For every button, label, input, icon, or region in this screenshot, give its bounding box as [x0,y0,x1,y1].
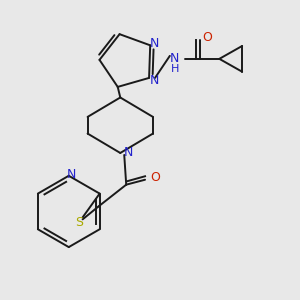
Text: N: N [124,146,133,160]
Text: N: N [149,37,159,50]
Text: N: N [67,168,76,181]
Text: S: S [75,216,83,229]
Text: O: O [202,31,212,44]
Text: H: H [171,64,179,74]
Text: O: O [150,171,160,184]
Text: N: N [170,52,179,65]
Text: N: N [149,74,159,87]
